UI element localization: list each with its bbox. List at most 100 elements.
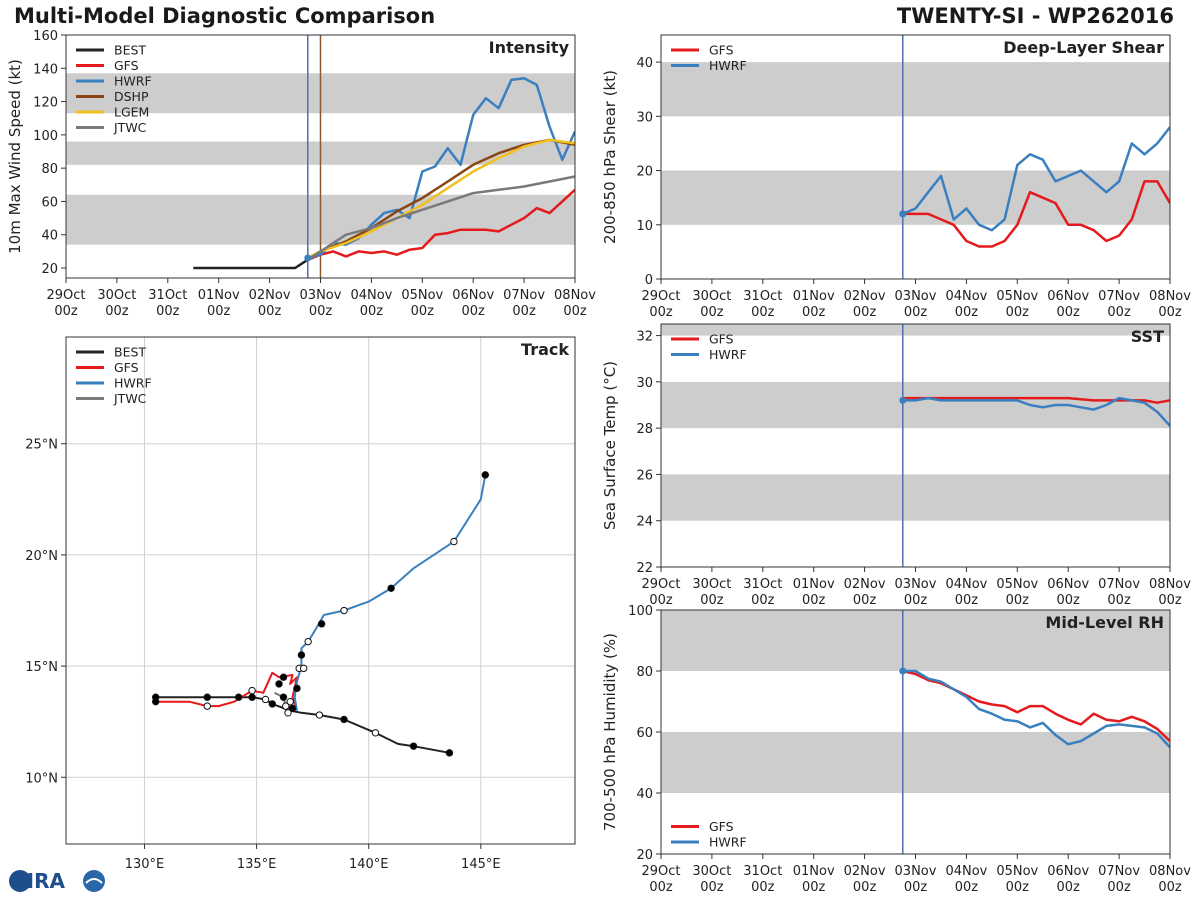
y-tick-label: 100: [628, 604, 653, 619]
x-tick-label: 00z: [802, 305, 826, 320]
x-tick-label: 00z: [1057, 880, 1081, 895]
legend-label: HWRF: [709, 835, 747, 850]
x-tick-label: 04Nov: [945, 289, 987, 304]
y-axis-label: 700-500 hPa Humidity (%): [601, 633, 619, 831]
x-tick-label: 02Nov: [249, 288, 291, 303]
x-tick-label: 140°E: [349, 857, 389, 872]
track-position-marker: [286, 697, 294, 706]
x-tick-label: 00z: [1158, 305, 1182, 320]
y-tick-label: 15°N: [25, 660, 58, 675]
track-position-marker: [275, 680, 283, 688]
legend-label: JTWC: [113, 120, 147, 135]
panel-title: Track: [521, 340, 569, 359]
x-tick-label: 00z: [512, 304, 536, 319]
x-tick-label: 00z: [853, 305, 877, 320]
x-tick-label: 02Nov: [844, 289, 886, 304]
y-tick-label: 26: [636, 468, 653, 483]
x-tick-label: 00z: [649, 880, 673, 895]
shaded-band: [661, 381, 1170, 429]
y-tick-label: 30: [636, 110, 653, 125]
y-tick-label: 25°N: [25, 438, 58, 453]
initial-point: [899, 210, 907, 218]
x-tick-label: 06Nov: [1047, 577, 1089, 592]
x-tick-label: 08Nov: [1149, 289, 1191, 304]
sst-panel: 22242628303229Oct00z30Oct00z31Oct00z01No…: [601, 323, 1191, 608]
x-tick-label: 00z: [904, 593, 928, 608]
x-tick-label: 00z: [751, 880, 775, 895]
y-axis-label: Sea Surface Temp (°C): [601, 361, 619, 530]
y-tick-label: 80: [41, 162, 58, 177]
x-tick-label: 00z: [309, 304, 333, 319]
x-tick-label: 29Oct: [46, 288, 85, 303]
x-tick-label: 30Oct: [692, 577, 731, 592]
x-tick-label: 02Nov: [844, 864, 886, 879]
x-tick-label: 00z: [955, 880, 979, 895]
x-tick-label: 30Oct: [692, 864, 731, 879]
x-tick-label: 00z: [700, 880, 724, 895]
legend-label: GFS: [114, 360, 139, 375]
x-tick-label: 30Oct: [97, 288, 136, 303]
track-position-marker: [315, 711, 324, 719]
panel-title: Mid-Level RH: [1045, 613, 1164, 632]
x-tick-label: 00z: [802, 880, 826, 895]
y-axis-label: 10m Max Wind Speed (kt): [6, 59, 24, 254]
y-tick-label: 140: [33, 62, 58, 77]
panel-title: Intensity: [489, 38, 570, 57]
x-tick-label: 29Oct: [641, 864, 680, 879]
y-tick-label: 22: [636, 561, 653, 576]
track-position-marker: [268, 700, 276, 708]
x-tick-label: 00z: [1107, 880, 1131, 895]
y-tick-label: 10°N: [25, 771, 58, 786]
track-position-marker: [248, 686, 256, 695]
x-tick-label: 05Nov: [996, 289, 1038, 304]
panel-title: Deep-Layer Shear: [1003, 38, 1164, 57]
x-tick-label: 00z: [751, 305, 775, 320]
x-tick-label: 00z: [1158, 593, 1182, 608]
gfs-series-line: [307, 188, 575, 261]
x-tick-label: 03Nov: [300, 288, 342, 303]
x-tick-label: 00z: [751, 593, 775, 608]
track-position-marker: [299, 664, 308, 673]
legend-label: JTWC: [113, 391, 147, 406]
y-tick-label: 28: [636, 422, 653, 437]
y-tick-label: 40: [41, 229, 58, 244]
y-tick-label: 32: [636, 330, 653, 345]
x-tick-label: 00z: [853, 880, 877, 895]
hwrf-series-line: [293, 474, 487, 711]
y-tick-label: 40: [636, 787, 653, 802]
x-tick-label: 07Nov: [1098, 864, 1140, 879]
track-position-marker: [317, 620, 326, 628]
y-tick-label: 100: [33, 129, 58, 144]
x-tick-label: 135°E: [237, 857, 277, 872]
data-layer: [193, 35, 575, 278]
satellite-icon: [83, 870, 105, 892]
x-tick-label: 00z: [1057, 593, 1081, 608]
gfs-series-line: [155, 671, 298, 711]
x-tick-label: 04Nov: [350, 288, 392, 303]
x-tick-label: 01Nov: [793, 289, 835, 304]
hwrf-series-line: [902, 669, 1170, 749]
x-tick-label: 29Oct: [641, 577, 680, 592]
y-axis-label: 200-850 hPa Shear (kt): [601, 70, 619, 244]
track-position-marker: [340, 606, 348, 615]
x-tick-label: 130°E: [125, 857, 165, 872]
legend-label: BEST: [114, 43, 146, 58]
gfs-series-line: [902, 396, 1170, 404]
legend-label: HWRF: [114, 74, 152, 89]
x-tick-label: 01Nov: [198, 288, 240, 303]
x-tick-label: 06Nov: [452, 288, 494, 303]
x-tick-label: 00z: [1158, 880, 1182, 895]
x-tick-label: 00z: [649, 593, 673, 608]
data-layer: [899, 610, 1170, 854]
best-series-line: [193, 258, 309, 270]
track-position-marker: [279, 693, 288, 701]
x-tick-label: 31Oct: [743, 864, 782, 879]
legend-label: LGEM: [114, 105, 149, 120]
y-tick-label: 10: [636, 219, 653, 234]
x-tick-label: 06Nov: [1047, 289, 1089, 304]
wave-icon: [85, 878, 103, 884]
x-tick-label: 08Nov: [554, 288, 596, 303]
y-tick-label: 60: [41, 195, 58, 210]
shear-panel: 01020304029Oct00z30Oct00z31Oct00z01Nov00…: [601, 34, 1191, 320]
